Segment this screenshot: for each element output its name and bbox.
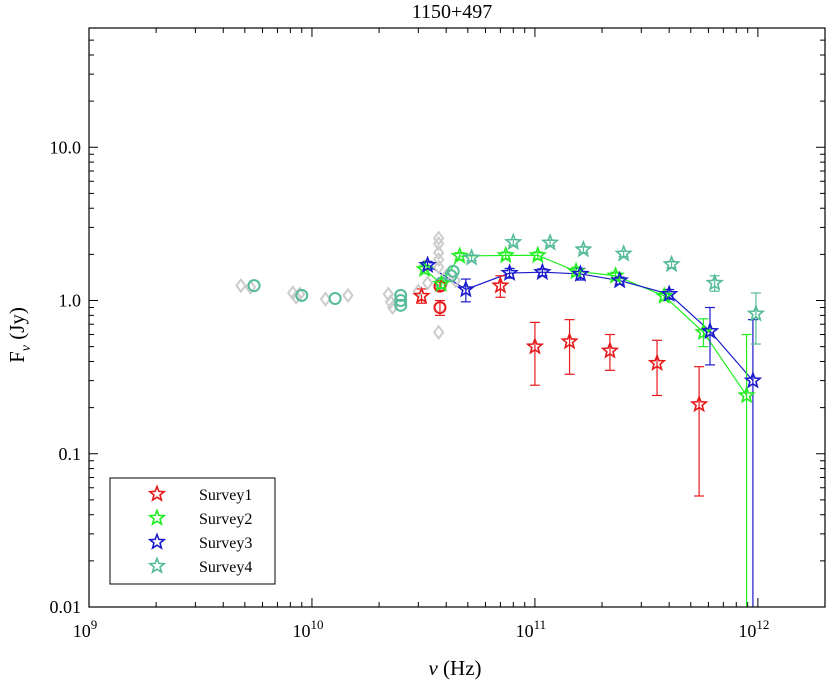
survey4-point: [462, 248, 481, 266]
survey2-point: [694, 322, 713, 341]
survey4-point: [504, 232, 523, 251]
legend-survey1-marker: [147, 484, 167, 502]
grey-diamonds-point: [432, 324, 445, 340]
chart-title: 1150+497: [412, 1, 493, 23]
survey1-point: [491, 275, 510, 294]
grey-diamonds-point: [290, 289, 302, 305]
legend-survey4-marker: [147, 556, 167, 574]
legend-survey4-label: Survey4: [199, 559, 252, 576]
grey-diamonds-point: [432, 259, 445, 275]
legend-survey3-label: Survey3: [199, 535, 252, 552]
grey-diamonds-point: [244, 279, 257, 295]
legend-survey3-marker: [147, 532, 167, 550]
teal-circles-point: [446, 264, 460, 278]
teal-circles-point: [247, 279, 261, 293]
survey4-point: [574, 239, 593, 258]
legend: Survey1 Survey2 Survey3 Survey4: [109, 477, 276, 585]
survey1-point: [560, 331, 579, 350]
grey-diamonds-point: [432, 235, 445, 252]
survey3-point: [418, 255, 437, 274]
x-tick-label: 109: [73, 617, 98, 641]
plot-frame: [88, 27, 826, 608]
survey3-point: [456, 279, 476, 298]
survey3-point: [743, 370, 763, 389]
survey4-point: [746, 303, 766, 322]
grey-diamonds-point: [342, 287, 354, 304]
grey-diamonds-point: [449, 272, 462, 289]
survey2-point: [654, 286, 674, 304]
grey-diamonds-point: [432, 245, 445, 261]
survey3-point: [533, 262, 552, 281]
survey3-point: [610, 270, 629, 289]
x-tick-label: 1012: [738, 617, 769, 641]
legend-survey2-label: Survey2: [199, 511, 252, 528]
survey3-point: [571, 264, 590, 282]
teal-circles-point: [295, 288, 309, 302]
grey-diamonds-point: [432, 230, 445, 246]
survey1-point: [600, 341, 620, 359]
survey3-point: [500, 263, 519, 281]
legend-survey1-label: Survey1: [199, 487, 252, 504]
x-tick-label: 1010: [292, 617, 323, 641]
survey4-point: [705, 273, 724, 291]
survey4-point: [614, 243, 633, 262]
grey-diamonds-point: [384, 294, 397, 310]
grey-diamonds-point: [432, 251, 445, 268]
survey2-point: [528, 245, 548, 264]
survey4-point: [540, 233, 560, 251]
survey2-point: [496, 245, 516, 264]
survey3-point: [659, 284, 679, 303]
survey3-point: [700, 321, 720, 340]
y-tick-label: 10.0: [50, 137, 82, 157]
y-tick-label: 0.1: [59, 444, 82, 464]
teal-circles-point: [394, 298, 408, 312]
grey-diamonds-point: [235, 277, 247, 294]
teal-circles-point: [328, 292, 342, 306]
survey1-point: [412, 286, 431, 304]
survey4-point: [662, 254, 681, 273]
survey1-point: [647, 353, 667, 372]
teal-circles-point: [394, 288, 408, 302]
survey2-point: [450, 246, 469, 264]
survey2-point: [431, 274, 451, 292]
legend-survey2-marker: [147, 508, 167, 526]
legend-box: [109, 477, 276, 585]
x-tick-label: 1011: [516, 617, 547, 641]
survey1-point: [525, 336, 545, 355]
y-tick-label: 0.01: [50, 597, 82, 617]
survey1-point: [689, 394, 709, 413]
y-tick-label: 1.0: [59, 291, 82, 311]
red-circles-point: [433, 301, 447, 315]
teal-circles-point: [394, 294, 408, 308]
x-axis-label: ν (Hz): [428, 656, 481, 680]
grey-diamonds-point: [319, 291, 332, 307]
y-axis-label: Fν (Jy): [5, 307, 34, 363]
grey-diamonds-point: [421, 275, 434, 291]
survey2-point: [606, 266, 625, 284]
survey2-point: [737, 385, 756, 404]
